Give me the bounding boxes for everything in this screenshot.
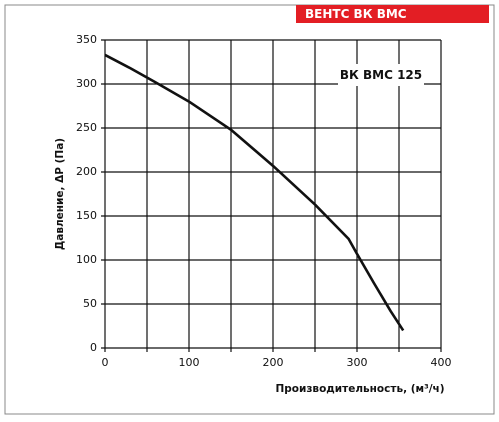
x-tick-label: 400 (431, 356, 452, 369)
x-axis-label: Производительность, (м³/ч) (275, 383, 444, 395)
x-tick-label: 100 (179, 356, 200, 369)
x-tick-label: 0 (102, 356, 109, 369)
brand-banner (296, 5, 489, 23)
y-tick-label: 200 (76, 165, 97, 178)
frame (4, 4, 495, 415)
x-tick-label: 200 (263, 356, 284, 369)
y-axis-label: Давление, ΔP (Па) (54, 138, 66, 250)
y-tick-label: 150 (76, 209, 97, 222)
annotation-box (338, 64, 424, 86)
y-tick-label: 250 (76, 121, 97, 134)
y-tick-label: 50 (83, 297, 97, 310)
annotation: ВК ВМС 125 (340, 68, 422, 82)
y-tick-label: 100 (76, 253, 97, 266)
x-tick-label: 300 (347, 356, 368, 369)
brand: ВЕНТС ВК ВМС (305, 7, 407, 21)
y-tick-label: 350 (76, 33, 97, 46)
y-tick-label: 300 (76, 77, 97, 90)
y-tick-label: 0 (90, 341, 97, 354)
curve (104, 53, 405, 332)
